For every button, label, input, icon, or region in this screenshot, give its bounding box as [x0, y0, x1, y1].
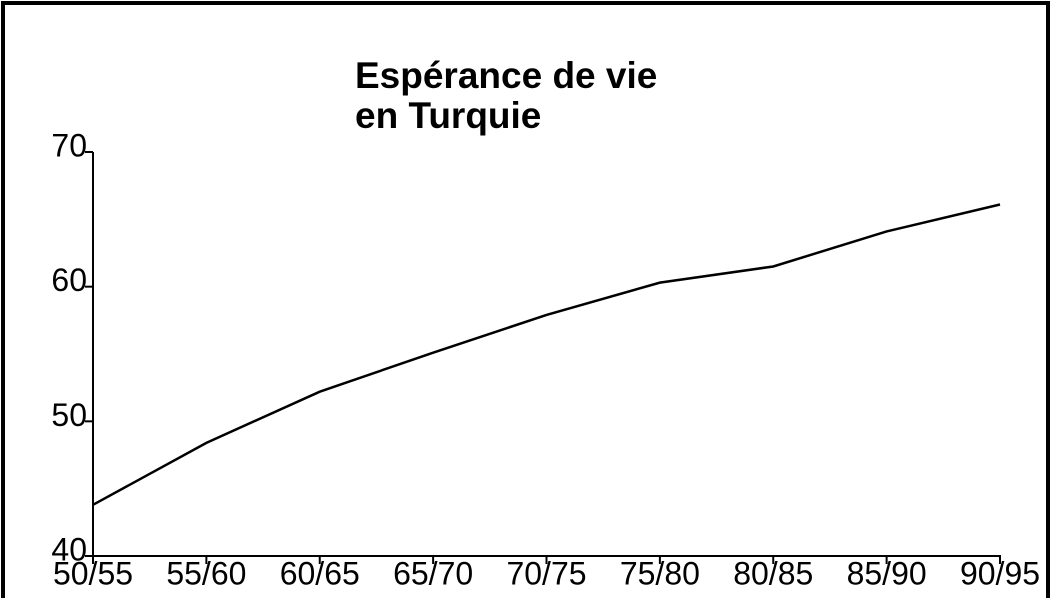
x-tick-label: 50/55 — [53, 555, 133, 591]
y-tick-label: 70 — [51, 127, 87, 163]
y-tick-label: 60 — [51, 262, 87, 298]
chart-title: Espérance de vie — [355, 55, 657, 96]
chart-title: en Turquie — [355, 95, 541, 136]
x-tick-label: 85/90 — [847, 555, 927, 591]
x-tick-label: 80/85 — [733, 555, 813, 591]
y-tick-label: 40 — [51, 531, 87, 567]
x-tick-label: 75/80 — [620, 555, 700, 591]
x-tick-label: 60/65 — [280, 555, 360, 591]
y-tick-label: 50 — [51, 397, 87, 433]
x-tick-label: 65/70 — [393, 555, 473, 591]
x-tick-label: 90/95 — [960, 555, 1040, 591]
x-tick-label: 55/60 — [166, 555, 246, 591]
line — [92, 203, 1001, 506]
x-tick-label: 70/75 — [506, 555, 586, 591]
